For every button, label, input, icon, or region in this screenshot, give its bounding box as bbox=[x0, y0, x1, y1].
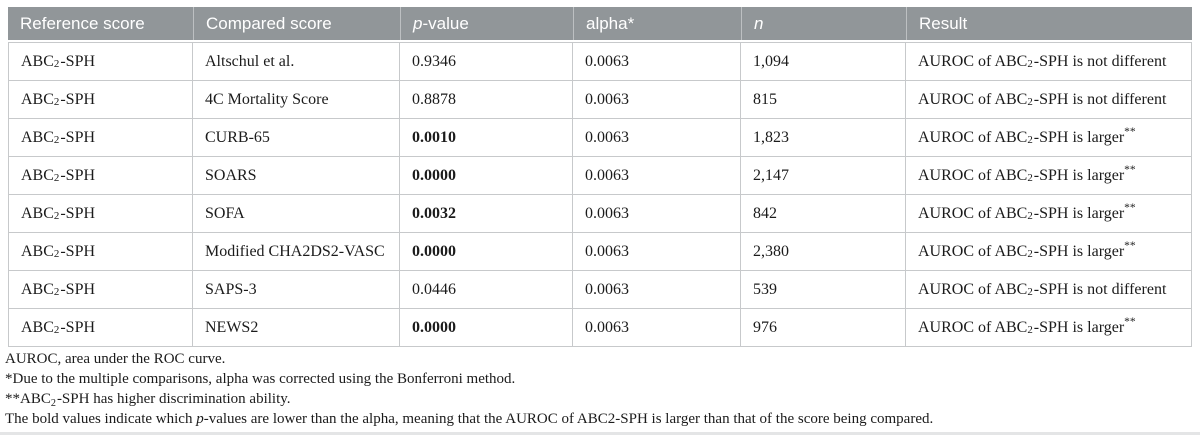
table-footnotes: AUROC, area under the ROC curve. *Due to … bbox=[5, 349, 1195, 429]
alpha-cell: 0.0063 bbox=[573, 157, 741, 195]
compared-score-cell: Modified CHA2DS2-VASC bbox=[193, 233, 400, 271]
alpha-cell: 0.0063 bbox=[573, 195, 741, 233]
table-body: ABC 2 -SPH Altschul et al. 0.9346 0.0063 1,094… bbox=[8, 42, 1192, 347]
result-cell: AUROC of ABC 2 -SPH is not different bbox=[906, 43, 1192, 81]
result-cell: AUROC of ABC 2 -SPH is larger ** bbox=[906, 309, 1192, 347]
p-value-cell: 0.0446 bbox=[400, 271, 573, 309]
compared-score-cell: SAPS-3 bbox=[193, 271, 400, 309]
alpha-cell: 0.0063 bbox=[573, 43, 741, 81]
alpha-cell: 0.0063 bbox=[573, 309, 741, 347]
p-value-cell: 0.0000 bbox=[400, 233, 573, 271]
table-row: ABC 2 -SPH 4C Mortality Score 0.8878 0.0063 81… bbox=[9, 81, 1192, 119]
result-cell: AUROC of ABC 2 -SPH is larger ** bbox=[906, 157, 1192, 195]
header-cell-n: n bbox=[741, 7, 906, 40]
bottom-divider bbox=[0, 432, 1200, 435]
result-cell: AUROC of ABC 2 -SPH is larger ** bbox=[906, 195, 1192, 233]
n-cell: 539 bbox=[741, 271, 906, 309]
footnote: The bold values indicate which p-values … bbox=[5, 411, 934, 427]
alpha-cell: 0.0063 bbox=[573, 271, 741, 309]
table-row: ABC 2 -SPH NEWS2 0.0000 0.0063 976 AUROC of ABC… bbox=[9, 309, 1192, 347]
compared-score-cell: CURB-65 bbox=[193, 119, 400, 157]
compared-score-cell: SOARS bbox=[193, 157, 400, 195]
result-cell: AUROC of ABC 2 -SPH is not different bbox=[906, 271, 1192, 309]
compared-score-cell: Altschul et al. bbox=[193, 43, 400, 81]
n-cell: 2,147 bbox=[741, 157, 906, 195]
header-cell-p-value: p -value bbox=[400, 7, 573, 40]
compared-score-cell: SOFA bbox=[193, 195, 400, 233]
n-cell: 842 bbox=[741, 195, 906, 233]
table-row: ABC 2 -SPH SAPS-3 0.0446 0.0063 539 AUROC of AB… bbox=[9, 271, 1192, 309]
comparison-table: Reference score Compared score p -value alph… bbox=[8, 7, 1192, 347]
footnote: **ABC2-SPH has higher discrimination abi… bbox=[5, 391, 291, 409]
reference-score-cell: ABC 2 -SPH bbox=[9, 271, 193, 309]
alpha-cell: 0.0063 bbox=[573, 81, 741, 119]
header-cell-alpha: alpha* bbox=[573, 7, 741, 40]
table-row: ABC 2 -SPH SOARS 0.0000 0.0063 2,147 AUROC of A… bbox=[9, 157, 1192, 195]
header-cell-result: Result bbox=[906, 7, 1192, 40]
reference-score-cell: ABC 2 -SPH bbox=[9, 309, 193, 347]
p-value-cell: 0.0010 bbox=[400, 119, 573, 157]
reference-score-cell: ABC 2 -SPH bbox=[9, 81, 193, 119]
reference-score-cell: ABC 2 -SPH bbox=[9, 119, 193, 157]
n-cell: 1,094 bbox=[741, 43, 906, 81]
p-value-cell: 0.0032 bbox=[400, 195, 573, 233]
compared-score-cell: 4C Mortality Score bbox=[193, 81, 400, 119]
alpha-cell: 0.0063 bbox=[573, 233, 741, 271]
n-cell: 1,823 bbox=[741, 119, 906, 157]
reference-score-cell: ABC 2 -SPH bbox=[9, 233, 193, 271]
n-cell: 815 bbox=[741, 81, 906, 119]
n-cell: 976 bbox=[741, 309, 906, 347]
result-cell: AUROC of ABC 2 -SPH is not different bbox=[906, 81, 1192, 119]
table-row: ABC 2 -SPH Modified CHA2DS2-VASC 0.0000 0.006… bbox=[9, 233, 1192, 271]
reference-score-cell: ABC 2 -SPH bbox=[9, 195, 193, 233]
reference-score-cell: ABC 2 -SPH bbox=[9, 43, 193, 81]
p-value-cell: 0.0000 bbox=[400, 309, 573, 347]
table-row: ABC 2 -SPH SOFA 0.0032 0.0063 842 AUROC of ABC 2… bbox=[9, 195, 1192, 233]
table-row: ABC 2 -SPH Altschul et al. 0.9346 0.0063 1,094… bbox=[9, 43, 1192, 81]
p-value-cell: 0.9346 bbox=[400, 43, 573, 81]
footnote: *Due to the multiple comparisons, alpha … bbox=[5, 371, 516, 387]
header-cell-reference-score: Reference score bbox=[20, 13, 145, 33]
footnote: AUROC, area under the ROC curve. bbox=[5, 351, 226, 367]
header-cell-compared-score: Compared score bbox=[193, 7, 400, 40]
reference-score-cell: ABC 2 -SPH bbox=[9, 157, 193, 195]
p-value-cell: 0.0000 bbox=[400, 157, 573, 195]
n-cell: 2,380 bbox=[741, 233, 906, 271]
result-cell: AUROC of ABC 2 -SPH is larger ** bbox=[906, 119, 1192, 157]
table-row: ABC 2 -SPH CURB-65 0.0010 0.0063 1,823 AUROC of… bbox=[9, 119, 1192, 157]
compared-score-cell: NEWS2 bbox=[193, 309, 400, 347]
result-cell: AUROC of ABC 2 -SPH is larger ** bbox=[906, 233, 1192, 271]
table-header-row: Reference score Compared score p -value alph… bbox=[8, 7, 1192, 40]
p-value-cell: 0.8878 bbox=[400, 81, 573, 119]
alpha-cell: 0.0063 bbox=[573, 119, 741, 157]
